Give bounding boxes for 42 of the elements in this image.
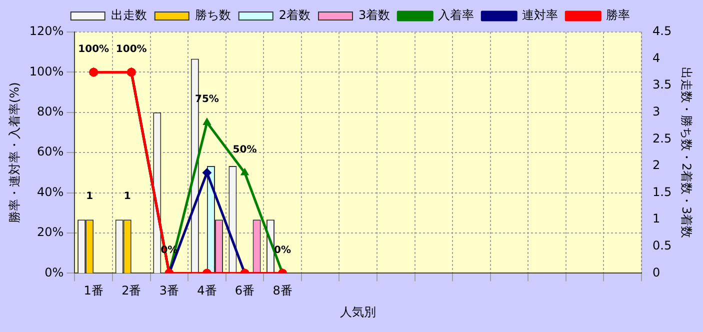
legend-label: 3着数 <box>358 8 390 22</box>
y2-tick-label: 2.5 <box>652 131 672 146</box>
y2-tick-label: 2 <box>652 158 660 172</box>
legend-label: 連対率 <box>522 8 558 22</box>
y-tick-label: 60% <box>37 144 64 159</box>
y-tick-label: 20% <box>37 225 64 240</box>
x-tick-label: 1番 <box>84 284 104 298</box>
legend-label: 勝率 <box>606 8 630 22</box>
y2-tick-label: 1 <box>652 212 660 226</box>
x-tick-label: 3番 <box>159 284 179 298</box>
y-tick-label: 40% <box>37 184 64 199</box>
y2-tick-label: 4 <box>652 50 660 65</box>
x-tick-label: 6番 <box>234 284 255 298</box>
legend-label: 2着数 <box>278 8 311 22</box>
y-tick-label: 0% <box>44 265 64 280</box>
data-label: 50% <box>232 144 257 156</box>
point <box>202 168 212 178</box>
y2-tick-label: 3 <box>652 104 660 119</box>
x-tick-label: 4番 <box>197 284 217 298</box>
data-label: 0% <box>274 244 292 256</box>
data-label: 100% <box>116 44 147 55</box>
x-tick-label: 8番 <box>272 284 292 298</box>
point <box>203 118 211 125</box>
x-tick-label: 2番 <box>122 284 142 298</box>
y-tick-label: 100% <box>29 64 64 78</box>
x-axis-title: 人気別 <box>340 304 376 319</box>
y2-tick-label: 0.5 <box>652 238 672 253</box>
data-label: 1 <box>124 191 131 202</box>
legend-label: 入着率 <box>438 8 474 22</box>
point <box>240 168 249 176</box>
y-axis-title: 勝率・連対率・入着率(%) <box>7 82 22 223</box>
y2-tick-label: 3.5 <box>652 78 672 92</box>
legend-label: 勝ち数 <box>194 8 231 22</box>
data-label: 1 <box>86 191 94 202</box>
y-tick-label: 80% <box>37 104 64 119</box>
y2-tick-label: 4.5 <box>652 24 672 38</box>
y2-tick-label: 1.5 <box>652 184 672 199</box>
data-label: 100% <box>78 44 110 55</box>
y2-tick-label: 0 <box>652 265 660 280</box>
legend-label: 出走数 <box>110 8 147 22</box>
y-tick-label: 120% <box>29 24 64 38</box>
y2-axis-title: 出走数・勝ち数・2着数・3着数 <box>680 66 694 238</box>
